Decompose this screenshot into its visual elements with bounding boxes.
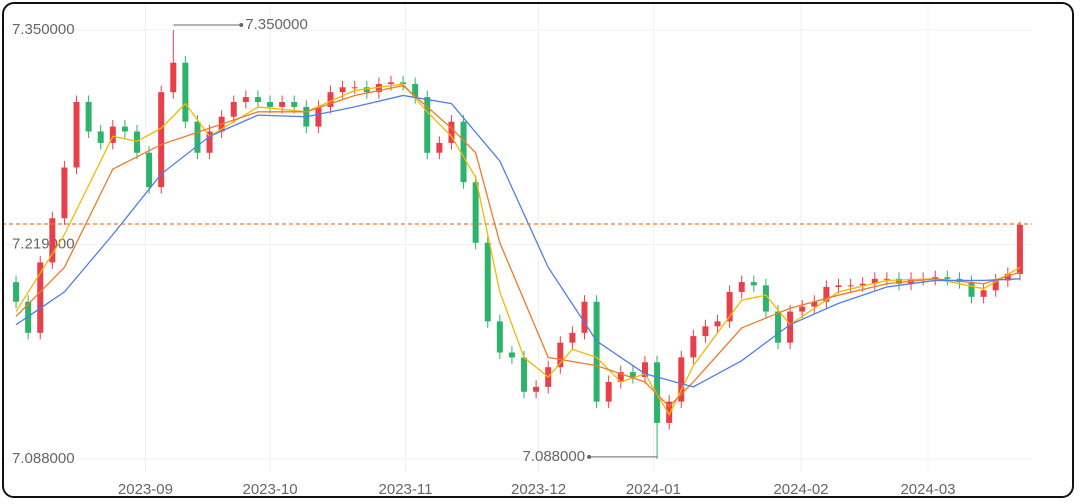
candle-body <box>1016 224 1023 274</box>
x-tick-label: 2023-11 <box>379 481 433 498</box>
candle-body <box>460 121 467 183</box>
candle-body <box>194 121 201 153</box>
candle-body <box>339 87 346 93</box>
candle-body <box>738 282 745 292</box>
candle-body <box>146 152 153 188</box>
candle-body <box>61 167 68 219</box>
candle-body <box>25 301 32 333</box>
candle-body <box>593 301 600 402</box>
y-tick-label: 7.219000 <box>12 235 75 252</box>
candle-body <box>158 92 165 188</box>
candle-body <box>242 97 249 103</box>
candle-body <box>472 182 479 243</box>
candle-body <box>206 131 213 153</box>
candle-body <box>85 102 92 132</box>
candle-body <box>424 97 431 153</box>
candle-body <box>629 372 636 378</box>
candle-body <box>847 285 854 287</box>
candle-body <box>267 102 274 107</box>
candle-body <box>121 126 128 132</box>
candle-body <box>702 326 709 337</box>
y-tick-label: 7.350000 <box>12 21 75 38</box>
candle-body <box>883 278 890 280</box>
candle-body <box>823 287 830 302</box>
ma-line <box>15 84 1021 408</box>
candle-body <box>932 277 939 279</box>
candle-body <box>762 285 769 312</box>
candle-body <box>508 352 515 358</box>
y-tick-label: 7.088000 <box>12 450 75 467</box>
candle-body <box>775 311 782 343</box>
ma-line <box>15 83 1021 417</box>
candle-body <box>641 362 648 378</box>
candle-body <box>230 102 237 117</box>
x-tick-label: 2023-12 <box>511 481 566 498</box>
candle-body <box>13 282 20 302</box>
candle-body <box>484 242 491 322</box>
candle-body <box>375 83 382 93</box>
candle-body <box>363 87 370 93</box>
candle-body <box>750 282 757 286</box>
candle-body <box>605 381 612 402</box>
candle-body <box>254 97 261 103</box>
candle-body <box>109 126 116 143</box>
candle-body <box>654 362 661 423</box>
candle-body <box>1004 273 1011 281</box>
candle-body <box>835 285 842 288</box>
annotation-dot <box>587 454 592 459</box>
candle-body <box>291 102 298 107</box>
annotation-label: 7.088000 <box>522 448 585 465</box>
candle-body <box>448 121 455 143</box>
candle-body <box>315 106 322 127</box>
candle-body <box>895 278 902 284</box>
candle-body <box>569 332 576 343</box>
candle-body <box>726 291 733 322</box>
candle-body <box>279 102 286 107</box>
candle-body <box>799 306 806 312</box>
candle-body <box>170 62 177 93</box>
candle-body <box>871 278 878 284</box>
candle-body <box>787 311 794 343</box>
candle-body <box>557 342 564 368</box>
candle-body <box>496 321 503 353</box>
candle-body <box>811 301 818 307</box>
x-tick-label: 2024-01 <box>626 481 681 498</box>
candle-body <box>992 280 999 291</box>
candle-body <box>387 82 394 84</box>
candle-body <box>714 321 721 327</box>
candle-body <box>412 83 419 98</box>
candle-body <box>182 62 189 122</box>
candle-body <box>968 282 975 297</box>
candle-body <box>533 386 540 392</box>
candle-body <box>37 262 44 333</box>
candle-body <box>436 142 443 153</box>
candle-body <box>980 290 987 297</box>
annotation-label: 7.350000 <box>245 16 308 33</box>
candle-body <box>49 218 56 263</box>
candle-body <box>666 401 673 423</box>
annotation-dot <box>239 22 244 27</box>
candle-body <box>944 277 951 279</box>
candle-body <box>859 283 866 286</box>
candle-body <box>581 301 588 333</box>
x-tick-label: 2024-03 <box>900 481 955 498</box>
candle-body <box>73 102 80 168</box>
candle-body <box>690 336 697 358</box>
candle-body <box>97 131 104 143</box>
chart-frame: 2023-09 2023-10 2023-11 2023-12 2024-01 2024-… <box>2 2 1074 498</box>
x-tick-label: 2023-09 <box>118 481 173 498</box>
x-tick-label: 2024-02 <box>773 481 828 498</box>
candle-body <box>521 357 528 392</box>
candle-body <box>400 82 407 84</box>
candle-body <box>133 131 140 153</box>
ma-line <box>15 94 1020 388</box>
x-tick-label: 2023-10 <box>243 481 298 498</box>
chart: 2023-09 2023-10 2023-11 2023-12 2024-01 2024-… <box>4 4 1032 498</box>
candle-body <box>327 92 334 107</box>
candle-body <box>351 87 358 89</box>
candle-body <box>617 372 624 382</box>
candle-body <box>678 357 685 402</box>
